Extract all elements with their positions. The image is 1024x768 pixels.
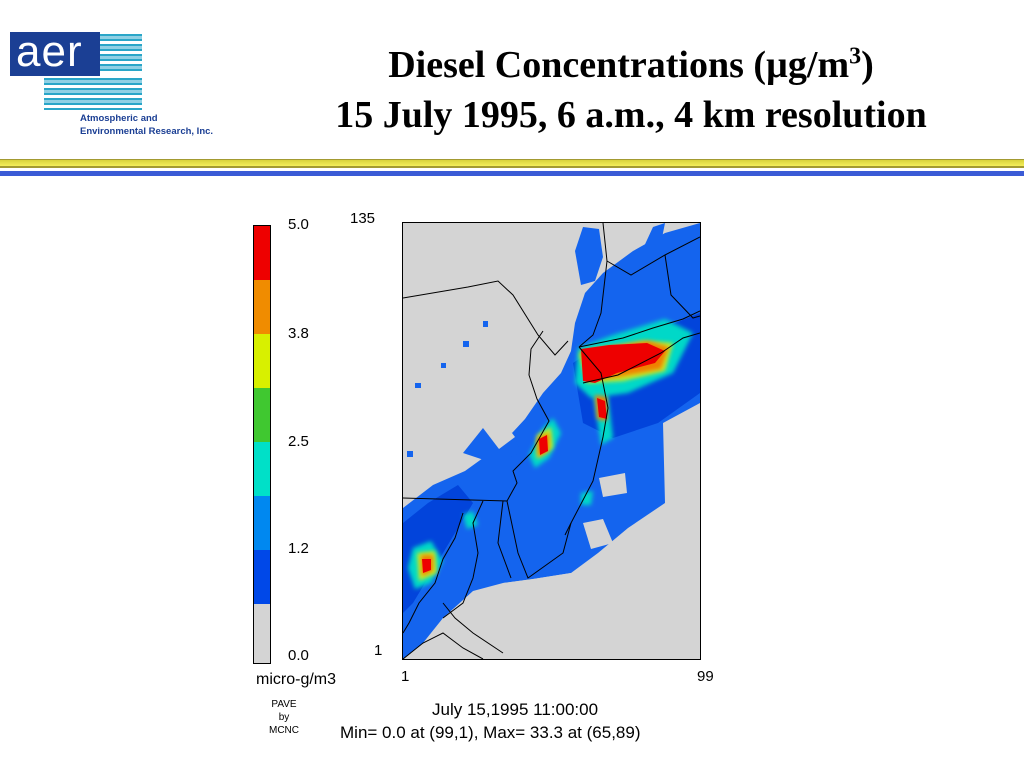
logo-company-line1: Atmospheric and (80, 113, 158, 124)
colorbar-segment (254, 442, 270, 496)
logo-mark: aer (10, 30, 100, 76)
logo-company-line2: Environmental Research, Inc. (80, 126, 214, 137)
colorbar-label-2.5: 2.5 (288, 433, 309, 450)
y-axis-top-label: 135 (350, 210, 376, 227)
colorbar-units: micro-g/m3 (256, 671, 337, 688)
concentration-map-svg (403, 223, 700, 659)
plume-gaps (483, 403, 700, 659)
x-axis-left-label: 1 (401, 668, 410, 685)
colorbar-segment (254, 280, 270, 334)
pave-credit: PAVE by MCNC (269, 699, 299, 736)
map-timestamp: July 15,1995 11:00:00 (432, 700, 599, 719)
aer-logo: aer Atmospheric and Environmental Resear… (10, 30, 232, 144)
map-min-max: Min= 0.0 at (99,1), Max= 33.3 at (65,89) (340, 723, 641, 742)
state-boundaries (403, 223, 700, 659)
colorbar-segment (254, 226, 270, 280)
colorbar-segment (254, 388, 270, 442)
colorbar-label-3.8: 3.8 (288, 325, 309, 342)
title-line2: 15 July 1995, 6 a.m., 4 km resolution (335, 94, 927, 136)
x-axis-right-label: 99 (697, 668, 714, 685)
colorbar-label-5.0: 5.0 (288, 216, 309, 233)
title-line1: Diesel Concentrations (µg/m3) (388, 43, 874, 86)
divider-yellow (0, 160, 1024, 166)
concentration-map (402, 222, 701, 660)
colorbar-segment (254, 604, 270, 663)
colorbar (253, 225, 271, 664)
colorbar-segment (254, 550, 270, 604)
plume-red (422, 343, 665, 573)
divider-blue (0, 171, 1024, 176)
colorbar-segment (254, 496, 270, 550)
slide-title: Diesel Concentrations (µg/m3) 15 July 19… (236, 40, 1024, 140)
colorbar-label-0.0: 0.0 (288, 647, 309, 664)
y-axis-bottom-label: 1 (374, 642, 383, 659)
title-superscript: 3 (849, 43, 862, 70)
colorbar-segment (254, 334, 270, 388)
colorbar-label-1.2: 1.2 (288, 540, 309, 557)
